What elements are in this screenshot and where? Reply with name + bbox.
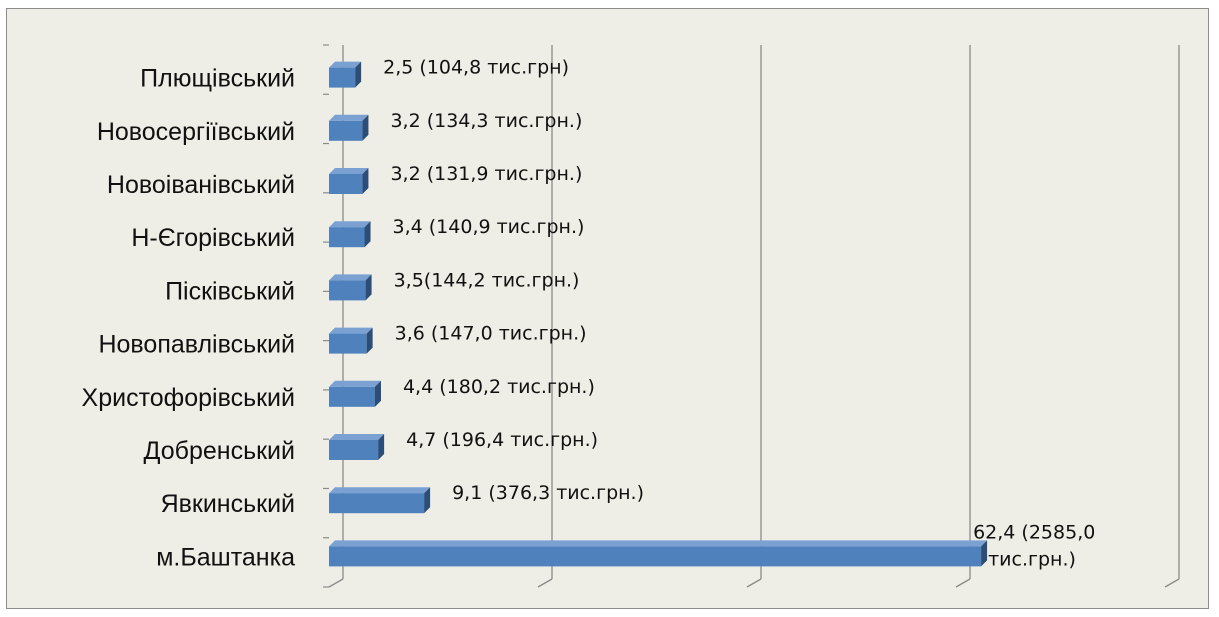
bar [329, 493, 425, 514]
data-label: 3,6 (147,0 тис.грн.) [395, 323, 587, 345]
bar-side [374, 380, 381, 407]
bar-side [378, 434, 385, 460]
gridline-foot [328, 578, 344, 588]
bar [329, 67, 356, 88]
bar [329, 440, 379, 460]
data-label-line: 4,4 (180,2 тис.грн.) [403, 376, 595, 398]
data-label: 3,4 (140,9 тис.грн.) [393, 216, 585, 238]
bars [329, 61, 988, 567]
data-label-line: 62,4 (2585,0 [973, 521, 1095, 543]
bar [329, 333, 367, 354]
bar-side [355, 61, 362, 88]
data-label-line: 4,7 (196,4 тис.грн.) [406, 429, 598, 451]
chart-area: Плющівський Новосергіївський Новоіванівськ… [6, 8, 1209, 609]
category-label: Новоіванівський [107, 171, 295, 199]
category-label: Пісківський [165, 277, 295, 305]
data-label: 2,5 (104,8 тис.грн) [383, 57, 569, 79]
bar-side [364, 221, 371, 248]
bar-top [329, 540, 988, 547]
bar-top [329, 114, 369, 121]
data-label: 4,4 (180,2 тис.грн.) [403, 376, 595, 398]
category-label: Плющівський [140, 65, 295, 93]
data-label: 3,2 (131,9 тис.грн.) [390, 163, 582, 185]
data-label: 3,2 (134,3 тис.грн.) [390, 110, 582, 132]
bar [329, 280, 366, 301]
bar-top [329, 168, 369, 174]
category-label: Добренський [144, 437, 295, 465]
bar-top [329, 274, 372, 281]
data-label-line: 2,5 (104,8 тис.грн) [383, 57, 569, 79]
data-label: 9,1 (376,3 тис.грн.) [452, 482, 644, 504]
bar-top [329, 327, 373, 334]
bar [329, 174, 363, 194]
gridline-foot [746, 578, 762, 588]
data-labels: 2,5 (104,8 тис.грн) 3,2 (134,3 тис.грн.) 3… [383, 57, 1095, 571]
category-label: Новосергіївський [97, 118, 295, 146]
bar [329, 120, 363, 141]
category-label: Христофорівський [82, 384, 295, 412]
bar-top [329, 434, 385, 440]
bar [329, 227, 365, 248]
bar-side [365, 274, 372, 301]
bar-side [424, 487, 431, 514]
category-label: м.Баштанка [156, 543, 295, 571]
data-label-line: 9,1 (376,3 тис.грн.) [452, 482, 644, 504]
bar-top [329, 380, 381, 387]
category-axis [323, 44, 329, 588]
bar-side [981, 540, 988, 567]
gridline-foot [1164, 578, 1180, 588]
data-label: 3,5(144,2 тис.грн.) [394, 269, 580, 291]
category-label: Н-Єгорівський [131, 224, 295, 252]
gridlines [328, 45, 1180, 588]
category-label: Явкинський [161, 490, 295, 518]
bar-top [329, 487, 431, 494]
bar-top [329, 61, 362, 68]
category-label: Новопавлівський [98, 331, 295, 359]
data-label-line: 3,2 (134,3 тис.грн.) [390, 110, 582, 132]
bar [329, 386, 375, 407]
data-label-line: 3,5(144,2 тис.грн.) [394, 269, 580, 291]
data-label-line: 3,2 (131,9 тис.грн.) [390, 163, 582, 185]
bar-side [362, 114, 369, 141]
data-label: 62,4 (2585,0 тис.грн.) [973, 521, 1095, 570]
data-label-line: 3,6 (147,0 тис.грн.) [395, 323, 587, 345]
bar [329, 546, 982, 567]
data-label: 4,7 (196,4 тис.грн.) [406, 429, 598, 451]
bar-top [329, 221, 371, 228]
bar-side [366, 327, 373, 354]
data-label-line: 3,4 (140,9 тис.грн.) [393, 216, 585, 238]
gridline-foot [955, 578, 971, 588]
bar-side [362, 168, 369, 194]
category-labels: Плющівський Новосергіївський Новоіванівськ… [82, 65, 296, 572]
bar-chart: Плющівський Новосергіївський Новоіванівськ… [82, 44, 1180, 588]
gridline-foot [537, 578, 553, 588]
data-label-line: тис.грн.) [988, 548, 1076, 570]
